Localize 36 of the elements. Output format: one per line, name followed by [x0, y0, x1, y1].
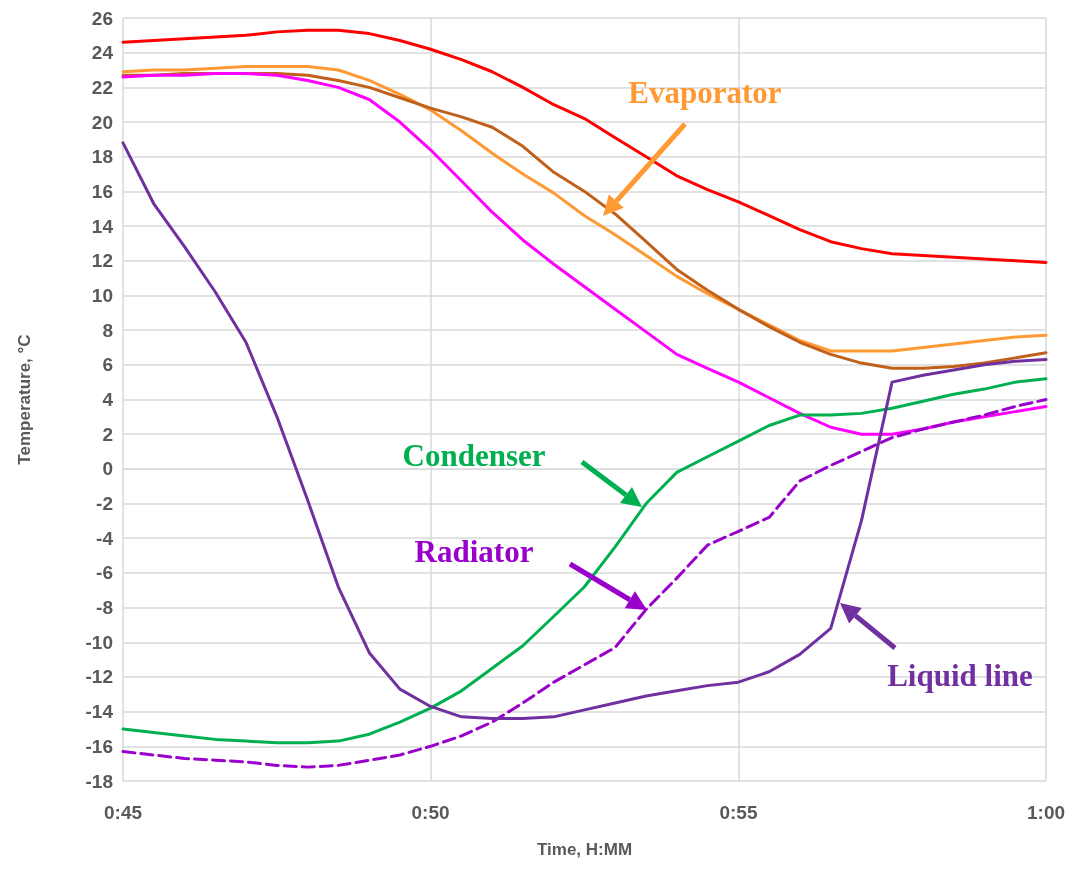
legend-label: Liquid line — [887, 657, 1033, 693]
x-tick-label: 0:45 — [103, 802, 143, 823]
text: Radiator — [414, 533, 534, 569]
y-tick-label: 26 — [91, 7, 113, 29]
line-series — [121, 71, 1048, 436]
y-tick-label: 22 — [91, 76, 113, 98]
y-tick-label: 24 — [91, 42, 114, 64]
line-series — [121, 141, 1048, 721]
y-tick-label: 14 — [91, 215, 114, 237]
x-tick-label: 0:55 — [719, 802, 758, 823]
y-tick-label: 0 — [102, 458, 113, 480]
x-tick-label: 1:00 — [1026, 802, 1066, 823]
x-tick-label: 0:50 — [411, 802, 450, 823]
y-tick-label: 10 — [91, 284, 113, 306]
line-series — [121, 28, 1048, 265]
y-tick-label: 12 — [91, 250, 113, 272]
y-tick-label: -18 — [85, 770, 113, 792]
text: Condenser — [402, 437, 546, 473]
y-tick-label: 8 — [102, 319, 113, 341]
text: Evaporator — [628, 74, 782, 110]
y-tick-label: 16 — [91, 180, 113, 202]
y-tick-label: -4 — [96, 527, 114, 549]
y-tick-label: -10 — [85, 631, 113, 653]
y-tick-label: -14 — [85, 701, 114, 723]
y-tick-label: -16 — [85, 735, 113, 757]
y-tick-label: -8 — [96, 597, 113, 619]
y-tick-label: 2 — [102, 423, 113, 445]
y-tick-label: 20 — [91, 111, 113, 133]
y-tick-label: -12 — [85, 666, 113, 688]
y-tick-label: -2 — [96, 493, 113, 515]
y-tick-label: 18 — [91, 146, 113, 168]
y-tick-label: -6 — [96, 562, 113, 584]
y-axis-title: Temperature, °C — [15, 334, 34, 465]
y-tick-label: 4 — [102, 389, 114, 410]
y-tick-label: 6 — [102, 354, 113, 376]
x-axis-title: Time, H:MM — [536, 840, 633, 859]
